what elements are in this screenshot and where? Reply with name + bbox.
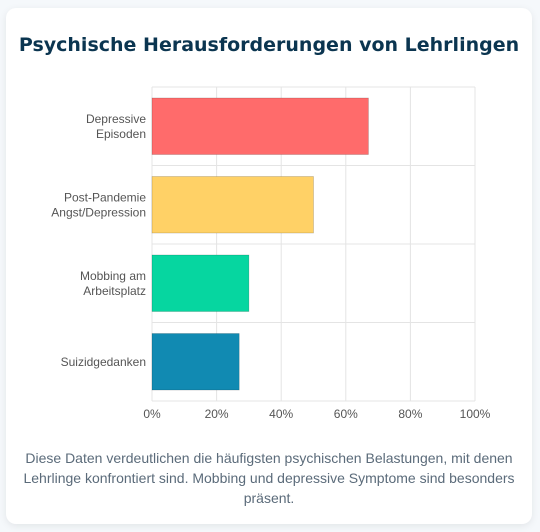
x-tick-label: 20%	[205, 407, 229, 421]
x-tick-label: 60%	[334, 407, 358, 421]
bar	[151, 97, 369, 155]
category-label: Mobbing am Arbeitsplatz	[80, 269, 146, 298]
category-label: Post-Pandemie Angst/Depression	[51, 190, 146, 219]
bar-chart: Depressive Episoden Post-Pandemie Angst/Dep…	[51, 86, 491, 421]
x-tick-label: 100%	[460, 407, 491, 421]
category-label: Depressive Episoden	[86, 112, 146, 141]
chart-card: Psychische Herausforderungen von Lehrlin…	[6, 8, 532, 524]
category-label: Suizidgedanken	[61, 355, 146, 369]
bar	[151, 254, 250, 312]
x-tick-label: 0%	[143, 407, 161, 421]
chart-caption: Diese Daten verdeutlichen die häufigsten…	[23, 450, 515, 506]
x-tick-label: 80%	[398, 407, 422, 421]
x-tick-label: 40%	[269, 407, 293, 421]
bar	[151, 333, 240, 391]
chart-title: Psychische Herausforderungen von Lehrlin…	[18, 34, 520, 56]
bar	[151, 176, 314, 234]
